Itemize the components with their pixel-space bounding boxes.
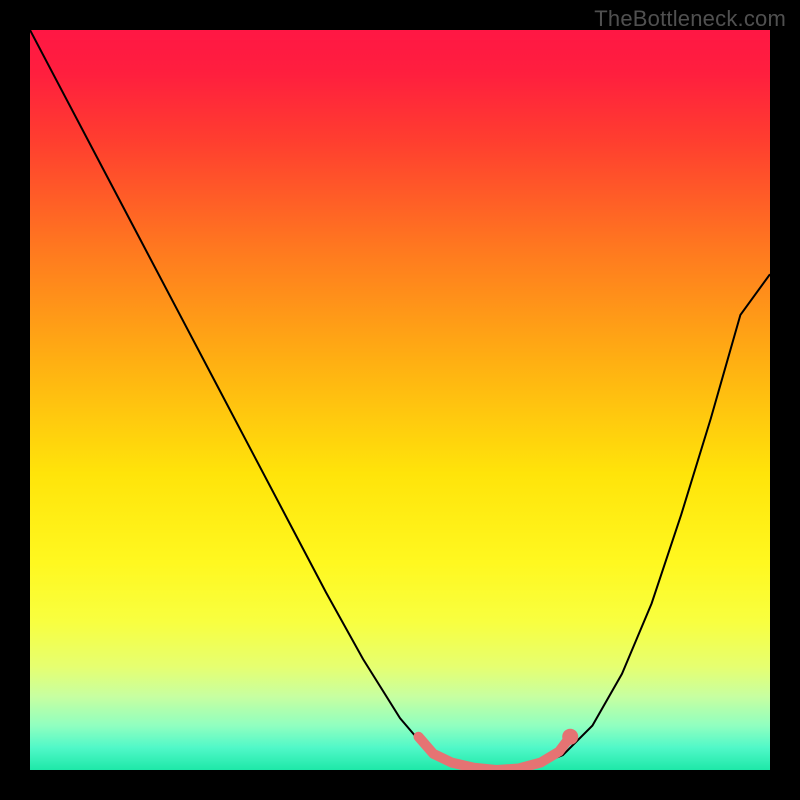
marker-dot (562, 729, 578, 745)
gradient-background (30, 30, 770, 770)
plot-area (30, 30, 770, 770)
watermark-text: TheBottleneck.com (594, 6, 786, 32)
bottleneck-curve-chart (30, 30, 770, 770)
